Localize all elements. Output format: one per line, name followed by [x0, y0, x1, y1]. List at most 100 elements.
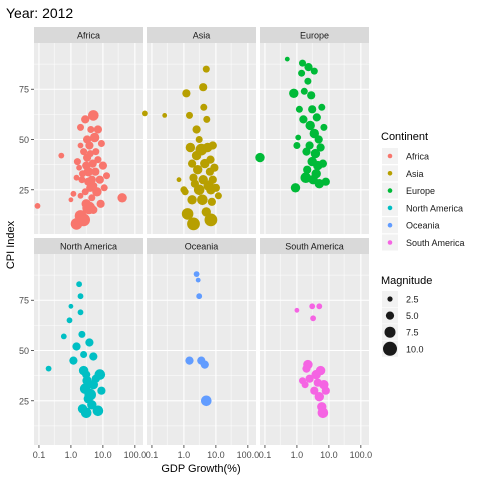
data-point	[320, 123, 328, 131]
facet-strip	[260, 238, 369, 254]
facet-strip	[147, 238, 256, 254]
data-point	[211, 183, 220, 192]
data-point	[97, 140, 105, 147]
data-point	[187, 217, 200, 231]
data-point	[303, 165, 312, 174]
data-point	[311, 169, 321, 179]
data-point	[95, 175, 104, 184]
data-point	[92, 148, 100, 156]
data-point	[299, 115, 308, 124]
data-point	[208, 141, 217, 150]
facet-strip-label: Oceania	[185, 242, 219, 252]
legend-swatch-north-america	[387, 205, 393, 211]
legend-label: Africa	[406, 152, 429, 162]
data-point	[181, 188, 189, 196]
x-tick-label: 10.0	[320, 450, 338, 460]
legend-swatch-africa	[387, 153, 393, 159]
chart-title: Year: 2012	[6, 5, 73, 21]
legend-swatch-south-america	[387, 240, 393, 245]
data-point	[162, 113, 168, 118]
data-point	[316, 143, 325, 152]
x-tick-label: 0.1	[146, 450, 159, 460]
data-point	[84, 388, 96, 401]
data-point	[303, 359, 313, 370]
data-point	[91, 167, 100, 176]
data-point	[77, 293, 84, 300]
data-point	[193, 271, 200, 277]
data-point	[255, 152, 265, 163]
legend-swatch-europe	[387, 188, 393, 193]
legend-size-swatch	[387, 296, 393, 302]
y-tick-label: 75	[19, 85, 29, 95]
data-point	[92, 187, 102, 197]
data-point	[76, 281, 82, 288]
data-point	[70, 190, 77, 197]
data-point	[87, 175, 96, 184]
data-point	[195, 277, 201, 283]
data-point	[316, 303, 323, 310]
legend-size-swatch	[385, 311, 395, 320]
data-point	[315, 365, 326, 376]
data-point	[300, 87, 308, 95]
data-point	[96, 199, 105, 208]
legend-continent-title: Continent	[381, 131, 428, 143]
panel-background	[147, 254, 256, 445]
data-point	[72, 342, 81, 351]
data-point	[308, 105, 317, 114]
data-point	[304, 77, 312, 85]
x-tick-label: 100.0	[237, 450, 260, 460]
data-point	[100, 184, 108, 192]
x-tick-label: 10.0	[94, 450, 112, 460]
legend-label: South America	[406, 238, 465, 248]
data-point	[69, 356, 78, 365]
data-point	[294, 307, 300, 313]
facet-panels: Africa 25 50 75 Asia Europe North America 25 50 7…	[19, 27, 372, 460]
x-axis-label: GDP Growth(%)	[161, 463, 240, 475]
y-tick-label: 50	[19, 346, 29, 356]
legend-label: North America	[406, 203, 463, 213]
data-point	[309, 303, 316, 310]
data-point	[210, 163, 219, 172]
x-tick-label: 1.0	[65, 450, 78, 460]
data-point	[185, 142, 196, 153]
data-point	[77, 309, 84, 316]
data-point	[94, 156, 102, 164]
x-tick-label: 100.0	[124, 450, 147, 460]
legend-size-swatch	[384, 326, 396, 338]
data-point	[295, 134, 302, 141]
data-point	[98, 161, 107, 170]
data-point	[314, 179, 324, 189]
data-point	[77, 192, 84, 199]
data-point	[301, 381, 309, 389]
x-tick-label: 1.0	[178, 450, 191, 460]
data-point	[293, 142, 301, 149]
data-point	[182, 89, 191, 98]
data-point	[304, 63, 313, 72]
data-point	[89, 205, 98, 214]
data-point	[185, 356, 194, 365]
data-point	[318, 159, 327, 168]
data-point	[305, 120, 315, 131]
data-point	[78, 330, 86, 338]
data-point	[92, 405, 104, 417]
data-point	[103, 172, 110, 180]
data-point	[206, 155, 215, 164]
data-point	[310, 148, 321, 159]
data-point	[188, 159, 197, 168]
data-point	[314, 135, 323, 144]
data-point	[117, 193, 127, 203]
data-point	[302, 147, 311, 156]
data-point	[81, 115, 90, 124]
data-point	[207, 197, 216, 206]
data-point	[200, 360, 209, 369]
data-point	[86, 150, 94, 158]
facet-strip	[34, 238, 143, 254]
data-point	[214, 192, 222, 200]
data-point	[77, 142, 84, 149]
data-point	[295, 105, 303, 113]
data-point	[195, 136, 203, 143]
data-point	[203, 115, 211, 123]
facet-strip-label: Africa	[77, 31, 100, 41]
data-point	[45, 365, 52, 372]
